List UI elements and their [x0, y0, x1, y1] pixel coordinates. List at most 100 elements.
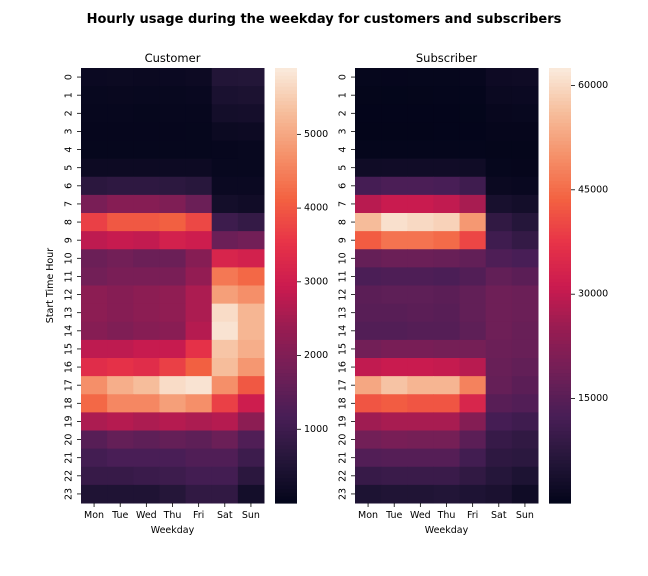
colorbar-tick-label: 15000	[578, 393, 608, 404]
heatmap-cell	[185, 412, 213, 432]
heatmap-cell	[485, 194, 513, 214]
heatmap-cell	[237, 466, 265, 486]
colorbar-segment	[275, 321, 297, 326]
heatmap-cell	[107, 339, 134, 359]
colorbar-segment	[275, 86, 297, 91]
colorbar: 15000 30000 45000 60000	[549, 68, 608, 504]
heatmap-cell	[407, 358, 434, 377]
colorbar-segment	[275, 71, 297, 76]
heatmap-cell	[133, 140, 160, 160]
heatmap-cell	[485, 430, 513, 450]
colorbar-segment	[275, 430, 297, 435]
heatmap-cell	[511, 376, 539, 395]
colorbar-segment	[549, 169, 571, 174]
heatmap-cell	[433, 466, 461, 486]
heatmap-cell	[381, 303, 408, 323]
y-tick-label: 2	[64, 110, 75, 116]
heatmap-cell	[459, 194, 487, 214]
heatmap-cell	[81, 158, 108, 178]
colorbar-tick-label: 45000	[578, 184, 608, 195]
colorbar-segment	[549, 314, 571, 319]
heatmap-cell	[355, 158, 382, 178]
colorbar-segment	[549, 499, 571, 504]
heatmap-cell	[407, 86, 434, 105]
heatmap-cell	[159, 430, 187, 450]
colorbar-segment	[275, 307, 297, 312]
y-tick-label: 4	[64, 147, 75, 153]
heatmap-cell	[511, 412, 539, 432]
heatmap-cell	[511, 249, 539, 268]
colorbar-segment	[549, 223, 571, 229]
heatmap-cell	[485, 104, 513, 123]
heatmap-cell	[185, 140, 213, 160]
colorbar-segment	[275, 158, 297, 163]
heatmap-cell	[407, 68, 434, 87]
heatmap-cell	[159, 122, 187, 142]
heatmap-cell	[459, 86, 487, 105]
colorbar-segment	[549, 71, 571, 76]
x-tick-label: Mon	[84, 510, 104, 521]
colorbar-segment	[275, 238, 297, 243]
heatmap-cell	[81, 140, 108, 160]
heatmap-cell	[159, 448, 187, 468]
colorbar-segment	[275, 213, 297, 218]
x-tick-label: Tue	[111, 510, 128, 521]
heatmap-cell	[185, 104, 213, 123]
heatmap-cell	[485, 158, 513, 178]
heatmap-cell	[355, 267, 382, 287]
colorbar-segment	[275, 318, 297, 323]
y-tick-label: 0	[338, 74, 349, 80]
heatmap-cell	[407, 303, 434, 323]
colorbar-segment	[275, 376, 297, 381]
y-tick-label: 6	[64, 183, 75, 189]
heatmap-cell	[81, 303, 108, 323]
heatmap-cell	[511, 194, 539, 214]
colorbar-segment	[275, 194, 297, 200]
heatmap-cell	[407, 430, 434, 450]
heatmap-cell	[407, 339, 434, 359]
colorbar-segment	[549, 332, 571, 337]
colorbar-segment	[549, 426, 571, 432]
heatmap-cell	[407, 122, 434, 142]
y-tick-label: 1	[64, 92, 75, 98]
heatmap-cell	[381, 231, 408, 250]
colorbar-segment	[549, 122, 571, 127]
heatmap-cell	[511, 176, 539, 196]
colorbar-segment	[549, 376, 571, 381]
heatmap-cell	[211, 267, 239, 287]
colorbar-segment	[275, 499, 297, 504]
heatmap-cell	[185, 448, 213, 468]
heatmap-cell	[185, 194, 213, 214]
heatmap-cell	[185, 430, 213, 450]
colorbar-segment	[275, 234, 297, 239]
y-tick-label: 14	[338, 325, 349, 337]
heatmap-cell	[485, 376, 513, 395]
colorbar-segment	[275, 492, 297, 497]
colorbar-tick-label: 60000	[578, 80, 608, 91]
colorbar-segment	[275, 140, 297, 145]
colorbar-segment	[275, 285, 297, 290]
colorbar-segment	[275, 118, 297, 123]
heatmap-cell	[211, 412, 239, 432]
colorbar-segment	[549, 234, 571, 239]
heatmap-cell	[355, 68, 382, 87]
x-tick-label: Sat	[491, 510, 507, 521]
colorbar-segment	[549, 165, 571, 171]
heatmap-cell	[159, 484, 187, 504]
heatmap-cell	[133, 231, 160, 250]
heatmap-cell	[237, 194, 265, 214]
heatmap-cell	[133, 321, 160, 341]
heatmap-cell	[433, 213, 461, 232]
heatmap-cell	[407, 213, 434, 232]
heatmap-cell	[237, 448, 265, 468]
colorbar-segment	[275, 176, 297, 181]
colorbar-segment	[549, 271, 571, 276]
colorbar-segment	[549, 434, 571, 439]
colorbar-segment	[549, 423, 571, 428]
heatmap-cell	[511, 213, 539, 232]
heatmap-cell	[407, 466, 434, 486]
heatmap-cell	[211, 194, 239, 214]
colorbar-segment	[549, 140, 571, 145]
panel-title: Customer	[145, 51, 201, 65]
colorbar-segment	[549, 466, 571, 471]
